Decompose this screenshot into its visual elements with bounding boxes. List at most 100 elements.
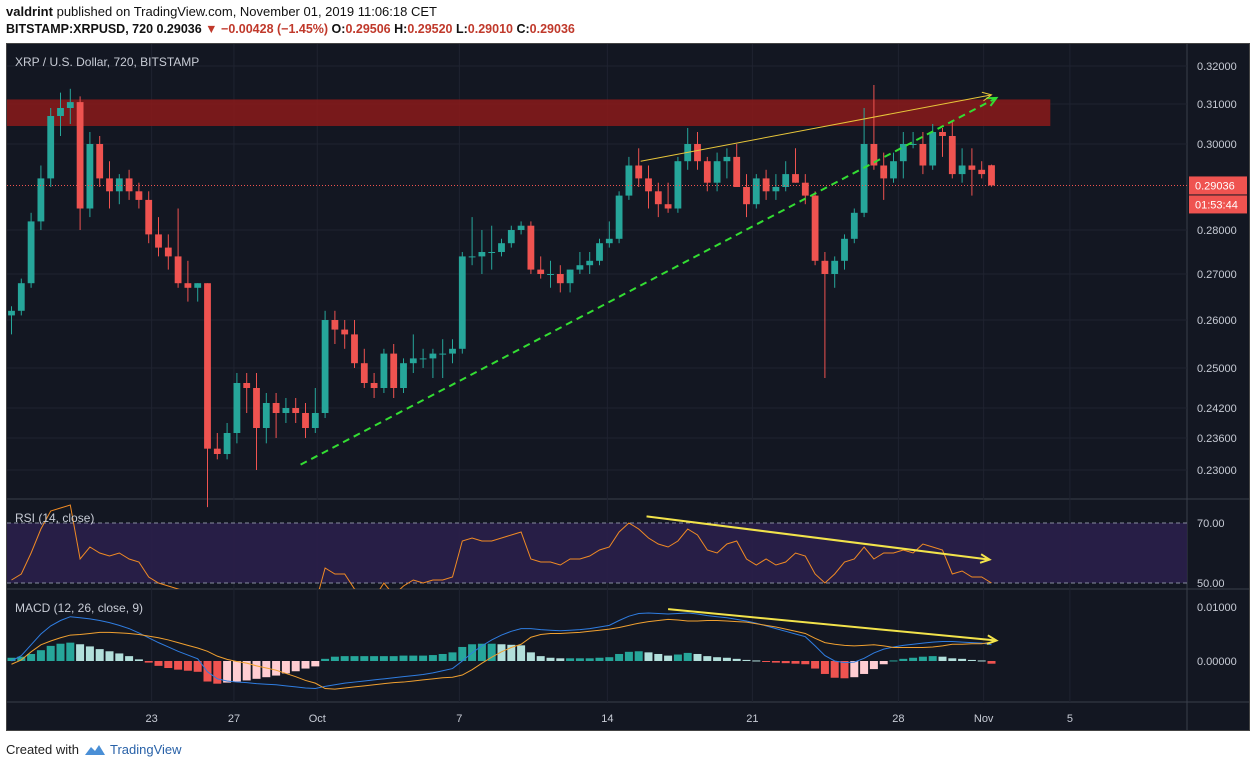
candle-body: [262, 403, 270, 428]
candle: [419, 348, 427, 368]
candle: [233, 373, 241, 444]
candle-body: [419, 358, 427, 360]
close-value: 0.29036: [529, 22, 575, 36]
candle: [351, 320, 358, 368]
macd-histogram-bar: [311, 661, 320, 667]
candle-body: [155, 234, 162, 248]
candle: [321, 310, 329, 418]
macd-histogram-bar: [938, 656, 947, 661]
macd-histogram-bar: [987, 661, 996, 664]
macd-histogram-bar: [174, 661, 183, 670]
candle-body: [801, 182, 809, 196]
candle-body: [968, 165, 976, 170]
candle: [164, 234, 172, 270]
candle: [850, 208, 858, 244]
chart-svg[interactable]: 0.32000 0.31000 0.30000 0.28000 0.27000 0.260…: [7, 44, 1249, 730]
macd-histogram-bar: [644, 652, 653, 661]
candle: [409, 334, 417, 373]
price-tick-label: 0.26000: [1197, 315, 1237, 327]
time-tick-label: Oct: [309, 713, 326, 725]
candle: [488, 225, 496, 270]
candle: [576, 252, 584, 274]
candle: [527, 221, 535, 274]
highs-trendline-arrow-head: [981, 91, 993, 102]
macd-histogram-bar: [183, 661, 192, 671]
candle-body: [370, 383, 378, 388]
main-pane-title: XRP / U.S. Dollar, 720, BITSTAMP: [15, 55, 199, 69]
candle: [939, 128, 946, 157]
candle: [615, 191, 623, 244]
candle: [880, 152, 888, 200]
candle-body: [174, 256, 182, 284]
candle: [66, 88, 74, 124]
candle-body: [654, 191, 662, 205]
candle: [517, 221, 525, 235]
price-tick-label: 0.25000: [1197, 363, 1237, 375]
candle-body: [507, 230, 515, 244]
candle: [370, 373, 378, 398]
candle: [596, 238, 603, 266]
macd-histogram-bar: [213, 661, 222, 684]
macd-histogram-bar: [428, 655, 437, 661]
macd-histogram-bar: [967, 659, 976, 661]
macd-histogram-bar: [664, 655, 673, 661]
candle-body: [233, 383, 241, 433]
chart-area[interactable]: 0.32000 0.31000 0.30000 0.28000 0.27000 0.260…: [6, 43, 1250, 731]
macd-histogram-bar: [752, 660, 761, 662]
highs-trendline-arrow-line: [640, 94, 992, 162]
macd-histogram-bar: [977, 660, 986, 662]
macd-histogram-bar: [762, 661, 771, 662]
candle-body: [27, 221, 35, 284]
candle-body: [752, 178, 760, 205]
candle: [968, 148, 976, 196]
candle-body: [331, 320, 339, 330]
time-tick-label: 27: [228, 713, 240, 725]
macd-histogram-bar: [918, 656, 927, 661]
macd-histogram-bar: [840, 661, 849, 679]
candle-body: [713, 161, 721, 183]
macd-histogram-bar: [340, 656, 349, 661]
candle-body: [37, 178, 45, 222]
macd-histogram-bar: [487, 643, 496, 661]
candle: [860, 108, 868, 218]
candle: [184, 260, 192, 302]
time-tick-label: 23: [146, 713, 158, 725]
candle-body: [449, 348, 456, 354]
created-with-text: Created with: [6, 742, 79, 757]
macd-histogram-bar: [115, 653, 124, 661]
candle: [782, 161, 790, 192]
price-tick-label: 0.27000: [1197, 269, 1237, 281]
candle: [556, 265, 564, 293]
candle: [586, 252, 594, 274]
candle-body: [302, 413, 309, 428]
candle-body: [988, 165, 995, 186]
macd-tick-label: 0.00000: [1197, 656, 1237, 668]
candle: [762, 169, 770, 200]
candle-body: [292, 408, 300, 413]
price-tick-label: 0.24200: [1197, 403, 1237, 415]
candle-body: [439, 353, 447, 355]
candle-body: [958, 165, 966, 175]
candle-body: [321, 320, 329, 413]
candle-body: [253, 388, 260, 428]
author-name[interactable]: valdrint: [6, 4, 53, 19]
candle: [811, 191, 819, 266]
candle-body: [537, 269, 545, 274]
candle: [86, 132, 94, 218]
macd-histogram-bar: [566, 658, 575, 661]
candle-body: [351, 334, 358, 364]
macd-histogram-bar: [801, 661, 810, 665]
macd-histogram-bar: [526, 652, 535, 661]
candle: [909, 132, 917, 149]
published-text: published on TradingView.com, November 0…: [56, 4, 437, 19]
tradingview-brand[interactable]: TradingView: [109, 742, 182, 757]
macd-histogram-bar: [330, 656, 339, 661]
candle: [37, 165, 45, 230]
candle: [547, 260, 554, 288]
last-price: 0.29036: [156, 22, 202, 36]
macd-histogram-bar: [948, 658, 957, 661]
macd-histogram-bar: [350, 656, 359, 661]
candle: [870, 85, 878, 170]
macd-histogram-bar: [134, 659, 143, 661]
macd-histogram-bar: [379, 656, 388, 661]
